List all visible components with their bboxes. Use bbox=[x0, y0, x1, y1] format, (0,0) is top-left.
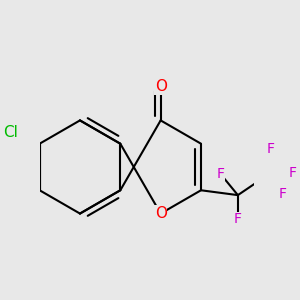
Text: O: O bbox=[154, 206, 166, 221]
Text: F: F bbox=[234, 212, 242, 226]
Text: F: F bbox=[267, 142, 275, 155]
Text: F: F bbox=[278, 187, 286, 201]
Text: Cl: Cl bbox=[3, 124, 18, 140]
Text: O: O bbox=[154, 79, 166, 94]
Text: F: F bbox=[216, 167, 224, 181]
Text: F: F bbox=[288, 166, 296, 180]
